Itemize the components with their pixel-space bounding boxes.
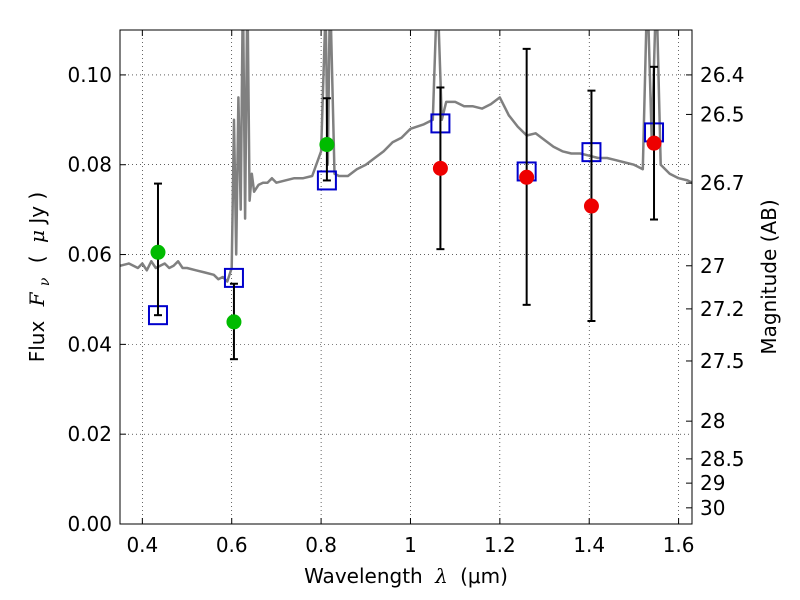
x-tick-label: 0.4	[126, 533, 158, 557]
y-tick-label: 0.08	[67, 153, 112, 177]
plot-background	[120, 30, 692, 524]
observed-point-observed-nir	[519, 169, 535, 185]
markers	[147, 47, 665, 361]
right-axis-tick-label: 28	[700, 409, 725, 433]
observed-point-observed-nir	[646, 135, 662, 151]
right-axis-tick-label: 28.5	[700, 447, 745, 471]
observed-point-observed-nir	[583, 198, 599, 214]
x-axis-title-symbol: λ	[434, 564, 448, 588]
y-axis-left-title: Flux F ν ( μ Jy )	[25, 192, 54, 363]
x-axis: 0.4 0.6 0.8 1 1.2 1.4 1.6	[126, 30, 695, 557]
y-axis-left-title-unit: Jy )	[25, 192, 49, 226]
x-tick-label: 1.6	[663, 533, 695, 557]
y-tick-label: 0.02	[67, 422, 112, 446]
x-axis-title-text: Wavelength	[304, 564, 423, 588]
x-tick-label: 1.4	[573, 533, 605, 557]
x-tick-label: 0.6	[216, 533, 248, 557]
right-axis-tick-label: 26.4	[700, 63, 745, 87]
y-axis-left: 0.00 0.02 0.04 0.06 0.08 0.10	[67, 63, 126, 536]
right-axis-tick-label: 27.5	[700, 349, 745, 373]
right-axis-tick-label: 26.7	[700, 171, 745, 195]
y-axis-left-title-mu: μ	[25, 230, 49, 243]
right-axis-tick-label: 27.2	[700, 297, 745, 321]
y-axis-left-title-paren: (	[25, 255, 49, 263]
y-tick-label: 0.06	[67, 243, 112, 267]
y-axis-left-title-symbol: F	[25, 291, 49, 307]
y-tick-label: 0.10	[67, 63, 112, 87]
right-axis-tick-label: 27	[700, 254, 725, 278]
y-axis-left-title-subscript: ν	[37, 277, 53, 286]
x-tick-label: 0.8	[305, 533, 337, 557]
observed-point-observed-nir	[432, 160, 448, 176]
y-tick-label: 0.00	[67, 512, 112, 536]
y-axis-left-title-text: Flux	[25, 321, 49, 363]
y-axis-right-title: Magnitude (AB)	[757, 199, 781, 354]
x-axis-title: Wavelength λ (μm)	[304, 564, 508, 588]
x-tick-label: 1	[404, 533, 417, 557]
right-axis-tick-label: 30	[700, 496, 725, 520]
observed-point-observed-detections	[226, 314, 242, 330]
x-axis-title-unit: (μm)	[460, 564, 508, 588]
y-tick-label: 0.04	[67, 332, 112, 356]
right-axis-tick-label: 26.5	[700, 102, 745, 126]
plot-frame	[119, 29, 693, 525]
observed-point-observed-detections	[150, 244, 166, 260]
observed-point-observed-detections	[319, 137, 335, 153]
x-tick-label: 1.2	[484, 533, 516, 557]
right-axis-tick-label: 29	[700, 471, 725, 495]
